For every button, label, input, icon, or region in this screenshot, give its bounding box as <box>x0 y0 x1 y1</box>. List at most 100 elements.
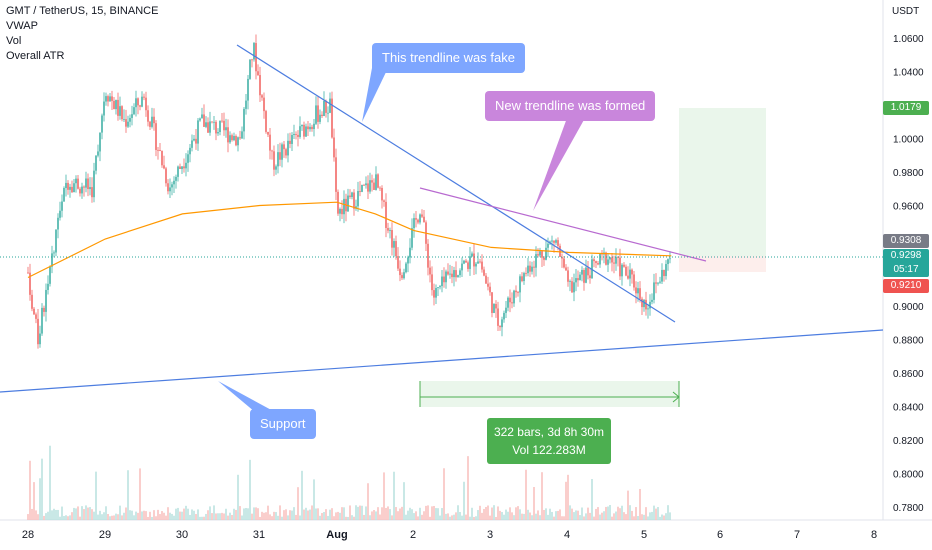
volume-bar <box>257 508 259 520</box>
candle-body <box>71 186 73 193</box>
volume-bar <box>173 515 175 520</box>
time-tick-label: Aug <box>326 529 347 541</box>
candle-body <box>621 264 623 277</box>
candle-body <box>137 98 139 106</box>
candle-body <box>533 266 535 268</box>
volume-bar <box>577 510 579 520</box>
volume-bar <box>539 515 541 520</box>
new-trendline-callout[interactable]: New trendline was formed <box>485 91 656 121</box>
volume-bar <box>79 516 81 520</box>
volume-bar <box>293 507 295 520</box>
date-range-zone[interactable] <box>420 381 679 407</box>
volume-bar <box>569 505 571 520</box>
candle-body <box>123 119 125 120</box>
volume-bar <box>599 514 601 520</box>
candle-body <box>367 183 369 192</box>
volume-bar <box>509 507 511 520</box>
candle-body <box>481 261 483 270</box>
candle-body <box>97 151 99 156</box>
legend-symbol[interactable]: GMT / TetherUS, 15, BINANCE <box>6 5 159 17</box>
volume-bar <box>209 506 211 520</box>
candle-body <box>417 219 419 223</box>
volume-bar <box>35 510 37 520</box>
volume-bar <box>243 508 245 520</box>
volume-bar <box>609 505 611 520</box>
long-position-loss-zone[interactable] <box>679 256 766 272</box>
volume-bar <box>289 510 291 520</box>
candle-body <box>273 151 275 170</box>
candle-body <box>129 117 131 122</box>
candle-body <box>149 121 151 127</box>
support-callout[interactable]: Support <box>250 409 316 439</box>
candle-body <box>271 150 273 152</box>
fake-trendline-callout[interactable]: This trendline was fake <box>372 43 525 73</box>
price-tick-label: 1.0600 <box>893 34 924 45</box>
legend-vol[interactable]: Vol <box>6 35 22 47</box>
volume-bar <box>129 510 131 520</box>
new-trendline[interactable] <box>419 187 707 262</box>
long-position-profit-zone[interactable] <box>679 108 766 256</box>
candle-body <box>401 275 403 279</box>
volume-bar <box>313 479 315 520</box>
volume-bar <box>357 506 359 520</box>
legend-atr[interactable]: Overall ATR <box>6 50 65 62</box>
volume-bar <box>589 512 591 520</box>
candle-body <box>75 178 77 184</box>
volume-bar <box>553 516 555 520</box>
candle-body <box>167 183 169 192</box>
time-axis[interactable]: 28 29 30 31 Aug 2 3 4 5 6 7 8 <box>22 529 877 541</box>
volume-bar <box>623 512 625 520</box>
candle-body <box>103 101 105 116</box>
volume-bar <box>457 505 459 520</box>
candle-body <box>155 123 157 150</box>
time-tick-label: 2 <box>410 529 416 541</box>
candle-body <box>383 200 385 202</box>
candle-body <box>145 97 147 111</box>
support-line[interactable] <box>0 329 884 393</box>
vwap-line <box>27 201 672 279</box>
volume-bar <box>497 506 499 520</box>
candle-body <box>263 97 265 112</box>
volume-bar <box>141 511 143 520</box>
volume-bar <box>397 511 399 520</box>
volume-bar <box>563 516 565 520</box>
volume-bar <box>617 506 619 520</box>
candle-body <box>433 290 435 298</box>
fake-trendline[interactable] <box>236 44 676 323</box>
candle-body <box>419 214 421 223</box>
candle-body <box>461 263 463 271</box>
volume-bar <box>219 513 221 520</box>
price-tick-label: 0.8600 <box>893 369 924 380</box>
volume-bar <box>169 512 171 520</box>
volume-bar <box>493 505 495 520</box>
candle-body <box>595 261 597 264</box>
legend-vwap[interactable]: VWAP <box>6 20 38 32</box>
candle-body <box>455 270 457 278</box>
candle-body <box>629 269 631 279</box>
candle-body <box>445 271 447 283</box>
volume-bar <box>181 511 183 520</box>
volume-bar <box>517 506 519 520</box>
volume-bar <box>263 512 265 520</box>
volume-bar <box>347 516 349 520</box>
volume-bar <box>87 507 89 520</box>
volume-bar <box>443 468 445 520</box>
volume-bar <box>89 507 91 520</box>
volume-bar <box>489 515 491 520</box>
candle-body <box>653 282 655 300</box>
candle-body <box>619 257 621 277</box>
candle-body <box>651 299 653 302</box>
candle-body <box>99 132 101 152</box>
price-tick-label: 0.8000 <box>893 470 924 481</box>
volume-bar <box>429 516 431 520</box>
volume-bar <box>665 513 667 520</box>
candle-body <box>503 312 505 320</box>
volume-bar <box>465 514 467 520</box>
time-tick-label: 30 <box>176 529 188 541</box>
candle-body <box>511 302 513 304</box>
candle-body <box>371 180 373 183</box>
volume-bar <box>315 508 317 520</box>
volume-bar <box>371 511 373 520</box>
candle-body <box>135 98 137 108</box>
